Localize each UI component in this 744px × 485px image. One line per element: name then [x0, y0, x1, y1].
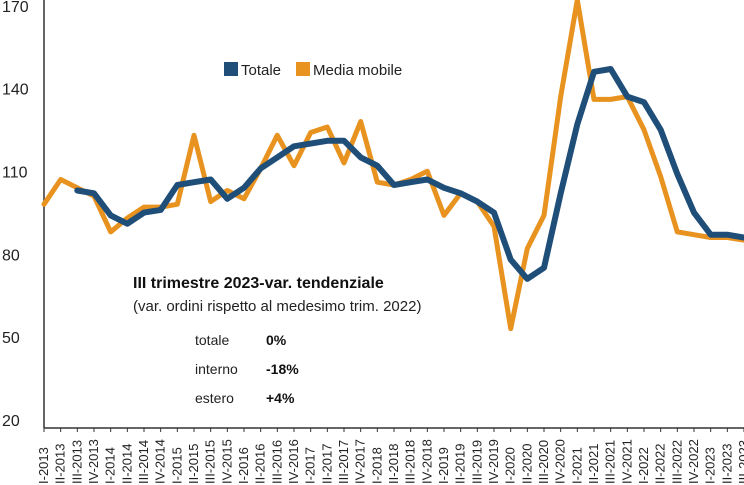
legend-swatch-media-mobile [296, 62, 310, 76]
x-tick-label: I-2019 [436, 447, 451, 484]
x-tick-label: II-2014 [119, 444, 134, 484]
x-tick-label: I-2017 [303, 447, 318, 484]
legend-swatch-totale [224, 62, 238, 76]
x-tick-label: IV-2015 [219, 439, 234, 484]
x-tick-label: III-2017 [336, 440, 351, 484]
x-tick-label: IV-2013 [86, 439, 101, 484]
x-tick-label: III-2018 [403, 440, 418, 484]
x-tick-label: III-2021 [603, 440, 618, 484]
x-tick-label: IV-2014 [153, 439, 168, 484]
x-tick-label: II-2018 [386, 444, 401, 484]
y-tick-group: 20 50 80 110 140 170 [2, 0, 29, 430]
y-tick-label: 110 [2, 164, 28, 181]
x-tick-label: II-2019 [453, 444, 468, 484]
x-tick-label: I-2022 [636, 447, 651, 484]
x-tick-label: I-2023 [703, 447, 718, 484]
legend: Totale Media mobile [224, 62, 402, 79]
y-tick-label: 50 [2, 330, 20, 347]
y-tick-label: 20 [2, 413, 20, 430]
note-value-estero: +4% [266, 390, 295, 406]
y-tick-label: 140 [2, 82, 29, 99]
note-title: III trimestre 2023-var. tendenziale [133, 275, 384, 292]
x-tick-label: I-2021 [569, 447, 584, 484]
x-tick-label: I-2016 [236, 447, 251, 484]
note-label-estero: estero [195, 390, 234, 406]
x-tick-label: I-2013 [36, 447, 51, 484]
x-tick-label: II-2017 [319, 444, 334, 484]
x-tick-label: III-2014 [136, 440, 151, 484]
x-tick-label: III-2023 [736, 440, 744, 484]
x-tick-label: IV-2016 [286, 439, 301, 484]
x-tick-label: II-2013 [53, 444, 68, 484]
x-tick-label: II-2022 [653, 444, 668, 484]
x-tick-label: I-2018 [369, 447, 384, 484]
x-tick-label: III-2015 [203, 440, 218, 484]
note-value-interno: -18% [266, 361, 299, 377]
note-value-totale: 0% [266, 332, 287, 348]
note-label-interno: interno [195, 361, 238, 377]
x-tick-label: II-2020 [519, 444, 534, 484]
x-tick-label: II-2023 [719, 444, 734, 484]
x-tick-label: IV-2019 [486, 439, 501, 484]
x-tick-label: III-2013 [69, 440, 84, 484]
y-tick-label: 80 [2, 247, 20, 264]
note-label-totale: totale [195, 332, 229, 348]
x-tick-label: I-2014 [103, 447, 118, 484]
y-tick-label: 170 [2, 0, 29, 16]
x-tick-label: III-2020 [536, 440, 551, 484]
series-group [41, 0, 744, 332]
legend-label-totale: Totale [241, 62, 281, 79]
x-tick-label: IV-2020 [553, 439, 568, 484]
series-line-totale [74, 66, 744, 282]
x-tick-label: I-2015 [169, 447, 184, 484]
x-tick-label: IV-2022 [686, 439, 701, 484]
x-tick-label: IV-2021 [619, 439, 634, 484]
x-tick-label: II-2021 [586, 444, 601, 484]
x-tick-label: III-2019 [469, 440, 484, 484]
x-tick-label: II-2016 [253, 444, 268, 484]
variation-note: III trimestre 2023-var. tendenziale (var… [133, 275, 421, 406]
note-subtitle: (var. ordini rispetto al medesimo trim. … [133, 298, 421, 315]
x-tick-label: I-2020 [503, 447, 518, 484]
x-tick-label: II-2015 [186, 444, 201, 484]
x-tick-label: III-2022 [669, 440, 684, 484]
x-tick-label: IV-2017 [353, 439, 368, 484]
x-tick-label: IV-2018 [419, 439, 434, 484]
legend-label-media-mobile: Media mobile [313, 62, 402, 79]
x-tick-label: III-2016 [269, 440, 284, 484]
x-tick-group: I-2013 II-2013 III-2013 IV-2013 I-2014 II-201… [36, 428, 744, 484]
